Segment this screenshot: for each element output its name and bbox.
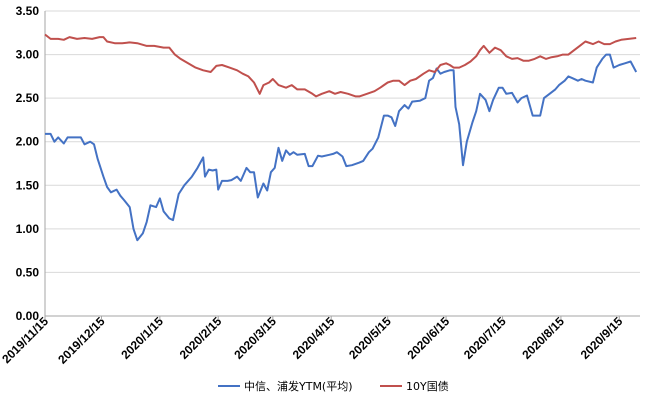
x-tick-label: 2020/4/15 xyxy=(290,314,338,362)
x-tick-label: 2020/3/15 xyxy=(231,314,279,362)
legend-item-0: 中信、浦发YTM(平均) xyxy=(218,379,353,393)
x-axis-tick-labels: 2019/11/15 2019/12/15 2020/1/15 2020/2/15 20… xyxy=(0,314,626,367)
x-tick-label: 2020/7/15 xyxy=(461,314,509,362)
y-tick-label: 3.50 xyxy=(16,4,40,18)
series-line-0 xyxy=(45,53,638,242)
series-line-1 xyxy=(44,33,637,98)
x-tick-label: 2020/2/15 xyxy=(177,314,225,362)
x-tick-label: 2020/8/15 xyxy=(519,314,567,362)
x-tick-label: 2020/9/15 xyxy=(578,314,626,362)
y-tick-label: 1.00 xyxy=(16,222,40,236)
x-tick-label: 2019/12/15 xyxy=(55,314,108,367)
y-tick-label: 1.50 xyxy=(16,178,40,192)
legend: 中信、浦发YTM(平均) 10Y国债 xyxy=(218,379,449,393)
series-lines xyxy=(44,33,638,242)
x-tick-label: 2020/1/15 xyxy=(118,314,166,362)
y-tick-label: 2.00 xyxy=(16,135,40,149)
legend-item-1: 10Y国债 xyxy=(380,379,449,393)
y-axis-tick-labels: 0.00 0.50 1.00 1.50 2.00 2.50 3.00 3.50 xyxy=(16,4,40,323)
y-tick-label: 0.00 xyxy=(16,309,40,323)
axes xyxy=(44,11,640,320)
x-tick-label: 2020/5/15 xyxy=(346,314,394,362)
y-tick-label: 3.00 xyxy=(16,48,40,62)
x-tick-label: 2020/6/15 xyxy=(405,314,453,362)
legend-label: 中信、浦发YTM(平均) xyxy=(244,379,353,393)
legend-label: 10Y国债 xyxy=(406,379,449,393)
y-tick-label: 2.50 xyxy=(16,91,40,105)
y-tick-label: 0.50 xyxy=(16,265,40,279)
